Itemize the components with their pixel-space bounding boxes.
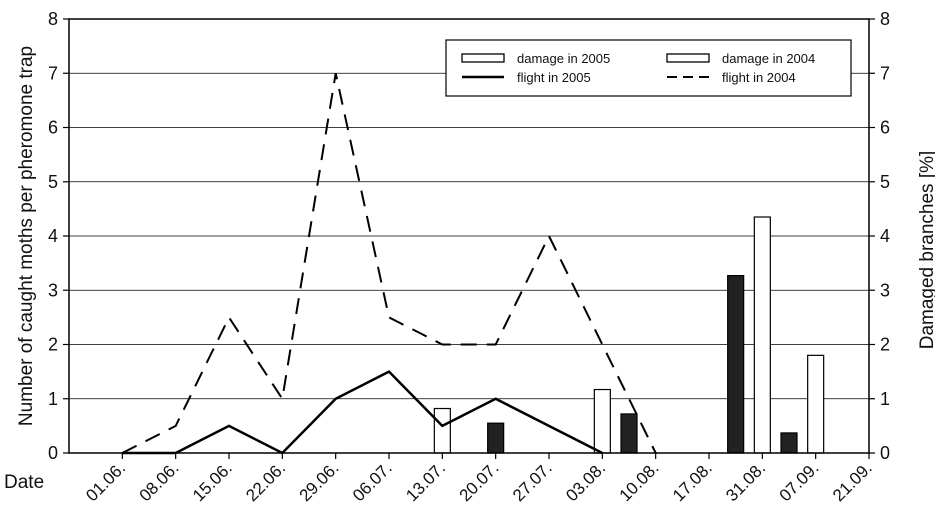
x-tick-label: 03.08. — [562, 458, 609, 505]
x-tick-label: 07.09. — [776, 458, 823, 505]
line-flight-2005 — [122, 370, 603, 455]
y-tick-label-left: 3 — [48, 280, 58, 300]
y-tick-label-left: 2 — [48, 335, 58, 355]
x-tick-label: 29.06. — [296, 458, 343, 505]
left-axis-ticks: 0 1 2 3 4 5 6 7 8 — [48, 9, 69, 463]
bar-damage-2004 — [487, 422, 505, 454]
x-tick-label: 01.06. — [82, 458, 129, 505]
bars — [433, 216, 825, 454]
x-tick-label: 27.07. — [509, 458, 556, 505]
bar-damage-2005 — [433, 407, 451, 454]
y-tick-label-left: 5 — [48, 172, 58, 192]
x-tick-label: 15.06. — [189, 458, 236, 505]
y-tick-label-right: 8 — [880, 9, 890, 29]
x-axis-ticks: 01.06. 08.06. 15.06. 22.06. 29.06. 06.07. 13.0… — [82, 453, 876, 505]
y-tick-label-right: 2 — [880, 335, 890, 355]
grid-lines — [69, 72, 869, 400]
legend-label-damage-2005: damage in 2005 — [517, 51, 610, 66]
legend: damage in 2005 damage in 2004 flight in … — [445, 39, 852, 97]
bar-damage-2004 — [620, 413, 638, 454]
y-tick-label-left: 6 — [48, 118, 58, 138]
y-tick-label-right: 5 — [880, 172, 890, 192]
x-tick-label: 20.07. — [456, 458, 503, 505]
y-tick-label-left: 0 — [48, 443, 58, 463]
bar-damage-2004 — [727, 275, 745, 454]
legend-label-flight-2004: flight in 2004 — [722, 70, 796, 85]
x-tick-label: 06.07. — [349, 458, 396, 505]
y-tick-label-right: 0 — [880, 443, 890, 463]
bar-damage-2005 — [753, 216, 771, 454]
x-axis-label: Date — [4, 472, 44, 493]
series-lines — [121, 73, 657, 455]
legend-swatch-damage-2004 — [666, 53, 710, 63]
legend-swatch-damage-2005 — [461, 53, 505, 63]
y-tick-label-right: 7 — [880, 63, 890, 83]
right-axis-label: Damaged branches [%] — [917, 151, 935, 350]
y-tick-label-right: 3 — [880, 280, 890, 300]
right-axis-ticks: 0 1 2 3 4 5 6 7 8 — [869, 9, 890, 463]
y-tick-label-right: 4 — [880, 226, 890, 246]
x-tick-label: 22.06. — [242, 458, 289, 505]
bar-damage-2005 — [593, 388, 611, 454]
legend-label-damage-2004: damage in 2004 — [722, 51, 815, 66]
y-tick-label-left: 8 — [48, 9, 58, 29]
x-tick-label: 17.08. — [669, 458, 716, 505]
y-tick-label-left: 7 — [48, 63, 58, 83]
x-tick-label: 10.08. — [616, 458, 663, 505]
x-tick-label: 31.08. — [722, 458, 769, 505]
y-tick-label-right: 6 — [880, 118, 890, 138]
bar-damage-2005 — [807, 354, 825, 454]
y-tick-label-right: 1 — [880, 389, 890, 409]
x-tick-label: 08.06. — [136, 458, 183, 505]
line-flight-2004 — [121, 73, 657, 454]
left-axis-label: Number of caught moths per pheromone tra… — [16, 46, 37, 426]
y-tick-label-left: 1 — [48, 389, 58, 409]
y-tick-label-left: 4 — [48, 226, 58, 246]
bar-damage-2004 — [780, 432, 798, 454]
x-tick-label: 13.07. — [402, 458, 449, 505]
legend-box — [445, 39, 852, 97]
x-tick-label: 21.09. — [829, 458, 876, 505]
legend-label-flight-2005: flight in 2005 — [517, 70, 591, 85]
